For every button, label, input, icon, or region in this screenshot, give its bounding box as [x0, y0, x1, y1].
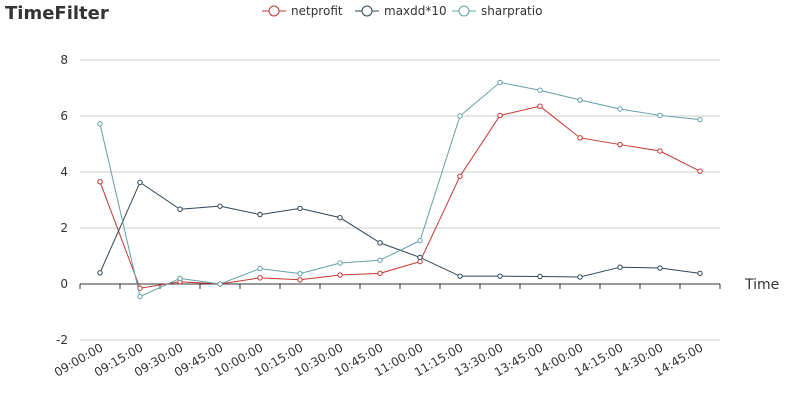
legend-item[interactable]: netprofit: [291, 4, 343, 18]
y-tick-label: 8: [60, 53, 68, 67]
y-tick-label: 6: [60, 109, 68, 123]
data-point[interactable]: [137, 179, 143, 186]
chart-title: TimeFilter: [5, 3, 109, 24]
data-point[interactable]: [657, 112, 663, 119]
data-point[interactable]: [97, 270, 103, 276]
data-point[interactable]: [697, 270, 703, 277]
y-tick-label: 4: [60, 165, 68, 179]
data-point[interactable]: [97, 179, 103, 185]
data-point[interactable]: [377, 257, 383, 263]
legend-marker: [458, 5, 470, 17]
data-point[interactable]: [217, 281, 223, 287]
data-point[interactable]: [297, 277, 303, 283]
data-point[interactable]: [697, 168, 703, 174]
series-line-2: [99, 181, 701, 278]
data-point[interactable]: [417, 237, 423, 244]
series-line-3: [99, 81, 701, 298]
data-point[interactable]: [297, 270, 303, 277]
data-point[interactable]: [537, 103, 543, 109]
data-point[interactable]: [297, 205, 303, 212]
data-point[interactable]: [257, 275, 263, 281]
data-point[interactable]: [377, 270, 383, 277]
data-point[interactable]: [377, 240, 383, 246]
data-point[interactable]: [577, 274, 583, 280]
data-point[interactable]: [257, 265, 263, 272]
data-point[interactable]: [457, 273, 463, 279]
data-point[interactable]: [337, 272, 343, 278]
data-point[interactable]: [177, 275, 183, 282]
data-point[interactable]: [697, 116, 703, 123]
data-point[interactable]: [457, 173, 463, 179]
data-point[interactable]: [137, 293, 143, 300]
data-point[interactable]: [337, 214, 343, 221]
data-point[interactable]: [97, 121, 103, 127]
data-point[interactable]: [617, 106, 623, 112]
legend-marker: [361, 5, 373, 17]
data-point[interactable]: [177, 206, 183, 212]
y-tick-label: 0: [60, 277, 68, 291]
data-point[interactable]: [497, 79, 503, 86]
data-point[interactable]: [257, 211, 263, 218]
data-point[interactable]: [337, 260, 343, 266]
data-point[interactable]: [417, 254, 423, 261]
y-tick-label: 2: [60, 221, 68, 235]
data-point[interactable]: [537, 273, 543, 280]
series-line-1: [99, 105, 701, 289]
data-point[interactable]: [657, 265, 663, 271]
data-point[interactable]: [457, 113, 463, 119]
data-point[interactable]: [577, 135, 583, 141]
x-axis-label: Time: [744, 277, 779, 293]
data-point[interactable]: [617, 141, 623, 148]
data-point[interactable]: [657, 148, 663, 154]
legend-marker: [268, 5, 280, 17]
data-point[interactable]: [497, 273, 503, 279]
legend-item[interactable]: sharpratio: [481, 4, 542, 18]
data-point[interactable]: [577, 97, 583, 103]
data-point[interactable]: [217, 203, 223, 209]
data-point[interactable]: [497, 112, 503, 119]
data-point[interactable]: [617, 264, 623, 270]
y-tick-label: -2: [56, 333, 68, 347]
data-point[interactable]: [537, 87, 543, 93]
legend-item[interactable]: maxdd*10: [384, 4, 447, 18]
